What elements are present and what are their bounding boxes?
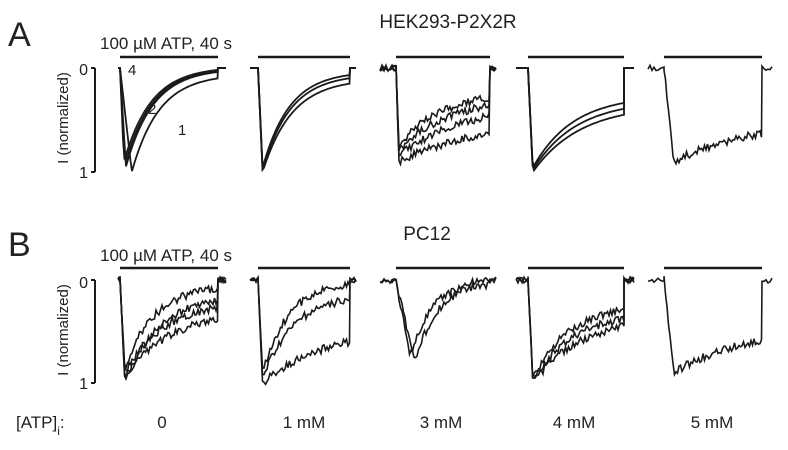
current-trace-1-1-1	[249, 274, 357, 376]
panel-b-y-tick-1: 1	[79, 376, 88, 393]
panel-a-traces	[118, 55, 773, 173]
condition-label-4: 5 mM	[691, 413, 734, 432]
current-trace-1-0-1	[117, 275, 227, 380]
atp-i-label: [ATP]i:	[16, 413, 65, 438]
atp-i-label-suffix: :	[60, 413, 65, 432]
current-trace-0-2-2	[379, 63, 497, 151]
current-trace-1-0-3	[117, 276, 227, 371]
condition-label-3: 4 mM	[553, 413, 596, 432]
panel-a-y-label: I (normalized)	[55, 72, 72, 164]
panel-b-traces	[117, 266, 773, 386]
current-trace-0-1-2	[250, 67, 356, 170]
current-trace-1-2-1	[379, 276, 497, 358]
panel-a-y-tick-0: 0	[79, 62, 88, 79]
current-trace-0-1-0	[250, 67, 356, 173]
panel-a-trace-label-2: 2	[148, 101, 156, 118]
panel-b-y-label: I (normalized)	[55, 284, 72, 376]
current-trace-0-3-2	[516, 67, 634, 168]
panel-b-stimulus-label: 100 µM ATP, 40 s	[100, 246, 232, 265]
current-trace-0-3-0	[516, 67, 634, 173]
current-trace-1-3-1	[515, 275, 635, 380]
current-trace-0-0-0	[118, 67, 226, 172]
panel-b-letter: B	[8, 226, 31, 264]
panel-a-trace-label-1: 1	[178, 122, 186, 139]
current-trace-0-1-1	[250, 67, 356, 171]
current-trace-1-4-0	[647, 276, 773, 377]
current-trace-0-2-0	[379, 63, 497, 167]
current-trace-0-2-1	[379, 64, 497, 157]
condition-label-1: 1 mM	[283, 413, 326, 432]
atp-i-label-sub: i	[57, 424, 60, 438]
current-trace-0-2-3	[379, 64, 497, 147]
panel-a-stimulus-label: 100 µM ATP, 40 s	[100, 34, 232, 53]
current-trace-0-4-0	[647, 63, 773, 166]
current-trace-1-1-2	[249, 276, 357, 369]
condition-label-2: 3 mM	[420, 413, 463, 432]
atp-i-label-main: [ATP]	[16, 413, 57, 432]
current-trace-1-3-2	[515, 275, 635, 378]
current-trace-0-3-1	[516, 67, 634, 171]
panel-a-letter: A	[8, 16, 31, 54]
condition-label-0: 0	[157, 413, 166, 432]
current-trace-1-2-0	[379, 276, 497, 359]
current-trace-0-0-3	[118, 67, 226, 160]
current-trace-0-0-1	[118, 67, 226, 167]
panel-a-title: HEK293-P2X2R	[379, 12, 516, 33]
panel-b-y-tick-0: 0	[79, 275, 88, 292]
panel-b-title: PC12	[403, 224, 451, 245]
current-trace-0-0-2	[118, 67, 226, 164]
current-trace-1-0-2	[117, 276, 227, 374]
panel-a-y-tick-1: 1	[79, 165, 88, 182]
panel-a-trace-label-4: 4	[128, 62, 136, 79]
current-trace-1-1-0	[249, 276, 357, 386]
